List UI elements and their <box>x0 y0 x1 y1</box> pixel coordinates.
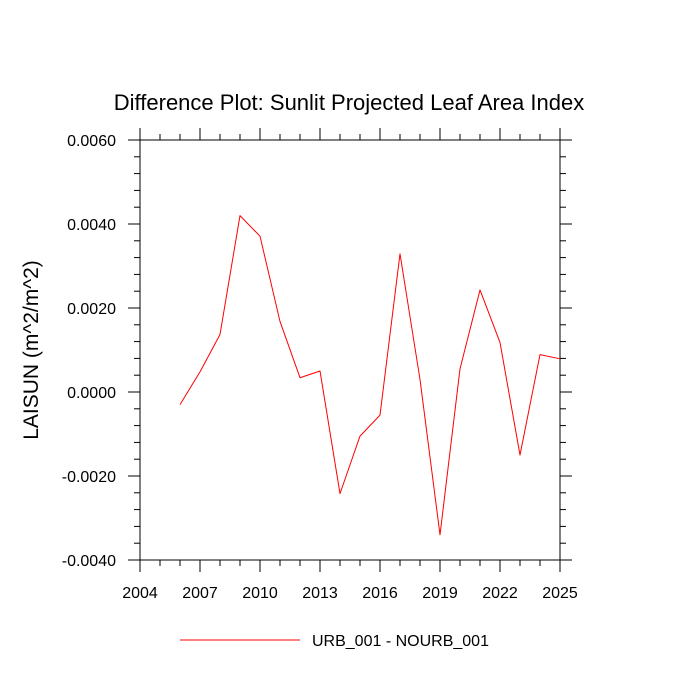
x-tick-label: 2025 <box>542 585 578 602</box>
y-tick-label: 0.0040 <box>67 217 116 234</box>
chart-title: Difference Plot: Sunlit Projected Leaf A… <box>114 90 584 115</box>
x-tick-label: 2007 <box>182 585 218 602</box>
x-tick-label: 2013 <box>302 585 338 602</box>
x-tick-label: 2022 <box>482 585 518 602</box>
y-tick-label: -0.0040 <box>62 553 116 570</box>
legend: URB_001 - NOURB_001 <box>180 633 489 650</box>
x-tick-label: 2016 <box>362 585 398 602</box>
axis-ticks <box>128 128 572 572</box>
y-tick-label: 0.0060 <box>67 133 116 150</box>
y-axis-label: LAISUN (m^2/m^2) <box>20 260 43 440</box>
plot-frame <box>139 139 561 561</box>
series-group <box>179 215 561 536</box>
y-tick-label: -0.0020 <box>62 469 116 486</box>
y-tick-label: 0.0020 <box>67 301 116 318</box>
x-tick-label: 2004 <box>122 585 158 602</box>
x-tick-label: 2019 <box>422 585 458 602</box>
legend-label: URB_001 - NOURB_001 <box>312 633 489 650</box>
x-tick-label: 2010 <box>242 585 278 602</box>
tick-labels: 2004 2007 2010 2013 2016 2019 2022 2025 -0.0040 -… <box>62 133 578 602</box>
y-tick-label: 0.0000 <box>67 385 116 402</box>
series-line <box>179 215 561 536</box>
